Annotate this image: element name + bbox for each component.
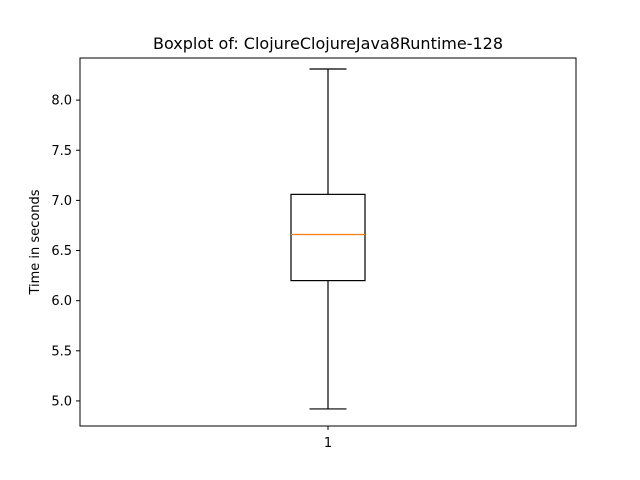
y-tick-label: 6.0 xyxy=(51,294,72,309)
plot-area xyxy=(290,68,366,410)
y-tick-label: 5.0 xyxy=(51,394,72,409)
y-axis: 5.0 5.5 6.0 6.5 7.0 7.5 8.0 xyxy=(51,94,80,409)
y-tick-label: 6.5 xyxy=(51,244,72,259)
x-tick-label: 1 xyxy=(324,436,332,451)
y-tick-label: 7.0 xyxy=(51,194,72,209)
y-axis-label: Time in seconds xyxy=(28,189,43,295)
iqr-box xyxy=(290,193,366,282)
chart-title: Boxplot of: ClojureClojureJava8Runtime-1… xyxy=(153,34,503,53)
y-tick-label: 5.5 xyxy=(51,344,72,359)
x-axis: 1 xyxy=(324,426,332,451)
y-tick-label: 8.0 xyxy=(51,94,72,109)
y-tick-label: 7.5 xyxy=(51,144,72,159)
